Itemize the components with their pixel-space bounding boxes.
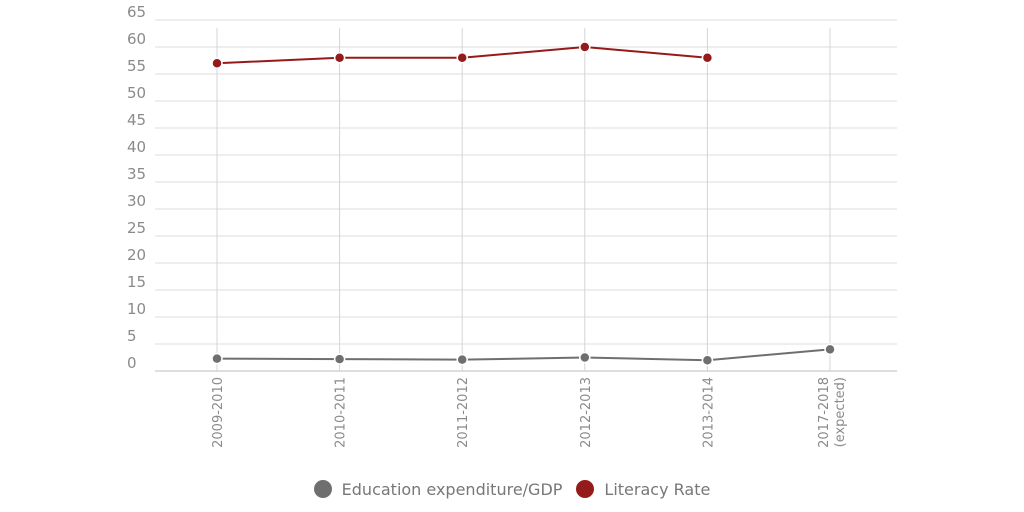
y-tick-label: 0 (127, 354, 137, 372)
y-tick-label: 5 (127, 327, 137, 345)
y-tick-label: 15 (127, 273, 146, 291)
series-line-education-expenditure (216, 348, 831, 362)
legend-marker-literacy-rate (576, 480, 595, 498)
y-tick-label: 20 (127, 246, 146, 264)
y-tick-label: 35 (127, 165, 146, 183)
y-tick-label: 40 (127, 138, 146, 156)
legend-item-education-expenditure[interactable]: Education expenditure/GDP (313, 479, 563, 499)
x-tick-label: 2013-2014 (701, 377, 716, 448)
y-axis: 0 5 10 15 20 25 30 35 40 45 50 55 60 65 (127, 3, 146, 372)
x-tick-label: 2009-2010 (211, 377, 226, 448)
y-tick-label: 55 (127, 57, 146, 75)
data-point-education-expenditure (211, 352, 223, 365)
x-axis: 2009-2010 2010-2011 2011-2012 2012-2013 2013… (211, 377, 848, 448)
grid-lines (155, 19, 897, 372)
data-point-education-expenditure (456, 353, 468, 366)
data-point-education-expenditure (824, 343, 836, 356)
data-point-education-expenditure (579, 351, 591, 364)
x-tick-label: 2011-2012 (456, 377, 471, 448)
y-tick-label: 50 (127, 84, 146, 102)
data-point-education-expenditure (701, 354, 714, 366)
data-point-literacy-rate (579, 41, 591, 53)
legend-label-literacy-rate: Literacy Rate (604, 479, 711, 499)
line-chart: 0 5 10 15 20 25 30 35 40 45 50 55 60 65 2009-2010 2010… (127, 3, 897, 448)
data-point-literacy-rate (701, 52, 714, 64)
data-point-literacy-rate (333, 52, 346, 64)
x-tick-label: 2017-2018(expected) (817, 377, 848, 448)
legend-item-literacy-rate[interactable]: Literacy Rate (576, 480, 710, 499)
y-tick-label: 60 (127, 30, 146, 48)
y-tick-label: 65 (127, 3, 146, 21)
x-tick-label: 2010-2011 (334, 377, 349, 448)
y-tick-label: 25 (127, 219, 146, 237)
y-tick-label: 45 (127, 111, 146, 129)
legend-marker-education-expenditure (313, 480, 332, 498)
data-point-literacy-rate (456, 52, 468, 64)
legend-label-education-expenditure: Education expenditure/GDP (341, 479, 563, 499)
data-point-literacy-rate (211, 57, 223, 69)
y-tick-label: 30 (127, 192, 146, 210)
y-tick-label: 10 (127, 300, 146, 318)
x-tick-label: 2012-2013 (579, 377, 594, 448)
legend: Education expenditure/GDP Literacy Rate (0, 474, 1024, 504)
series-lines (211, 41, 836, 366)
data-point-education-expenditure (333, 353, 346, 365)
